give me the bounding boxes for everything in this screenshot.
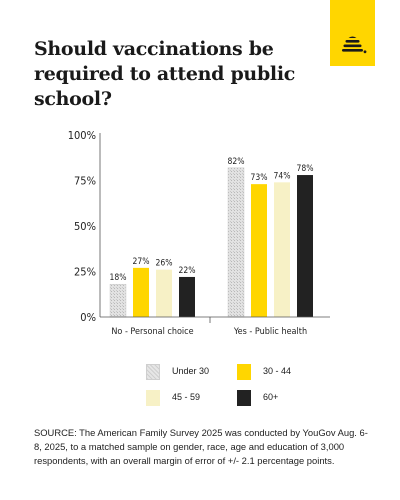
legend: Under 30 30 - 44 45 - 59 60+ [0,360,400,410]
y-tick-label: 25% [74,266,96,279]
legend-swatch [146,364,160,380]
bar [274,182,290,317]
category-label: No - Personal choice [111,327,193,337]
legend-label: 30 - 44 [263,366,292,376]
bar [227,167,245,318]
data-label: 74% [274,171,291,181]
y-tick-label: 0% [80,311,96,324]
bar-chart: 0% 25% 50% 75% 100% 18% 27% 26% 22% 82% 73% 74% 78%… [68,129,330,337]
y-axis: 0% 25% 50% 75% 100% [68,129,101,324]
bar [109,283,127,318]
data-label: 27% [133,257,150,267]
y-tick-label: 100% [68,129,96,142]
bar [156,269,172,317]
y-tick-label: 75% [74,175,96,188]
legend-label: Under 30 [172,366,210,376]
bar [179,276,195,317]
legend-swatch [237,390,251,406]
bar-group: 18% 27% 26% 22% 82% 73% 74% 78% [109,157,314,318]
data-label: 26% [156,259,173,269]
legend-swatch [237,364,251,380]
source-note: SOURCE: The American Family Survey 2025 … [34,427,368,466]
bar [297,175,313,317]
bar [133,267,149,317]
data-label: 78% [297,164,314,174]
data-label: 73% [251,173,268,183]
chart-title: Should vaccinations be required to atten… [34,38,296,110]
bar [251,184,267,317]
x-axis: No - Personal choice Yes - Public health [100,316,330,337]
data-label: 22% [179,266,196,276]
legend-label: 60+ [263,392,279,402]
data-label: 82% [228,157,245,167]
logo-badge [330,0,375,66]
y-tick-label: 50% [74,220,96,233]
data-label: 18% [110,273,127,283]
category-label: Yes - Public health [233,327,307,337]
beehive-icon [330,0,375,66]
legend-label: 45 - 59 [172,392,201,402]
legend-swatch [146,390,160,406]
